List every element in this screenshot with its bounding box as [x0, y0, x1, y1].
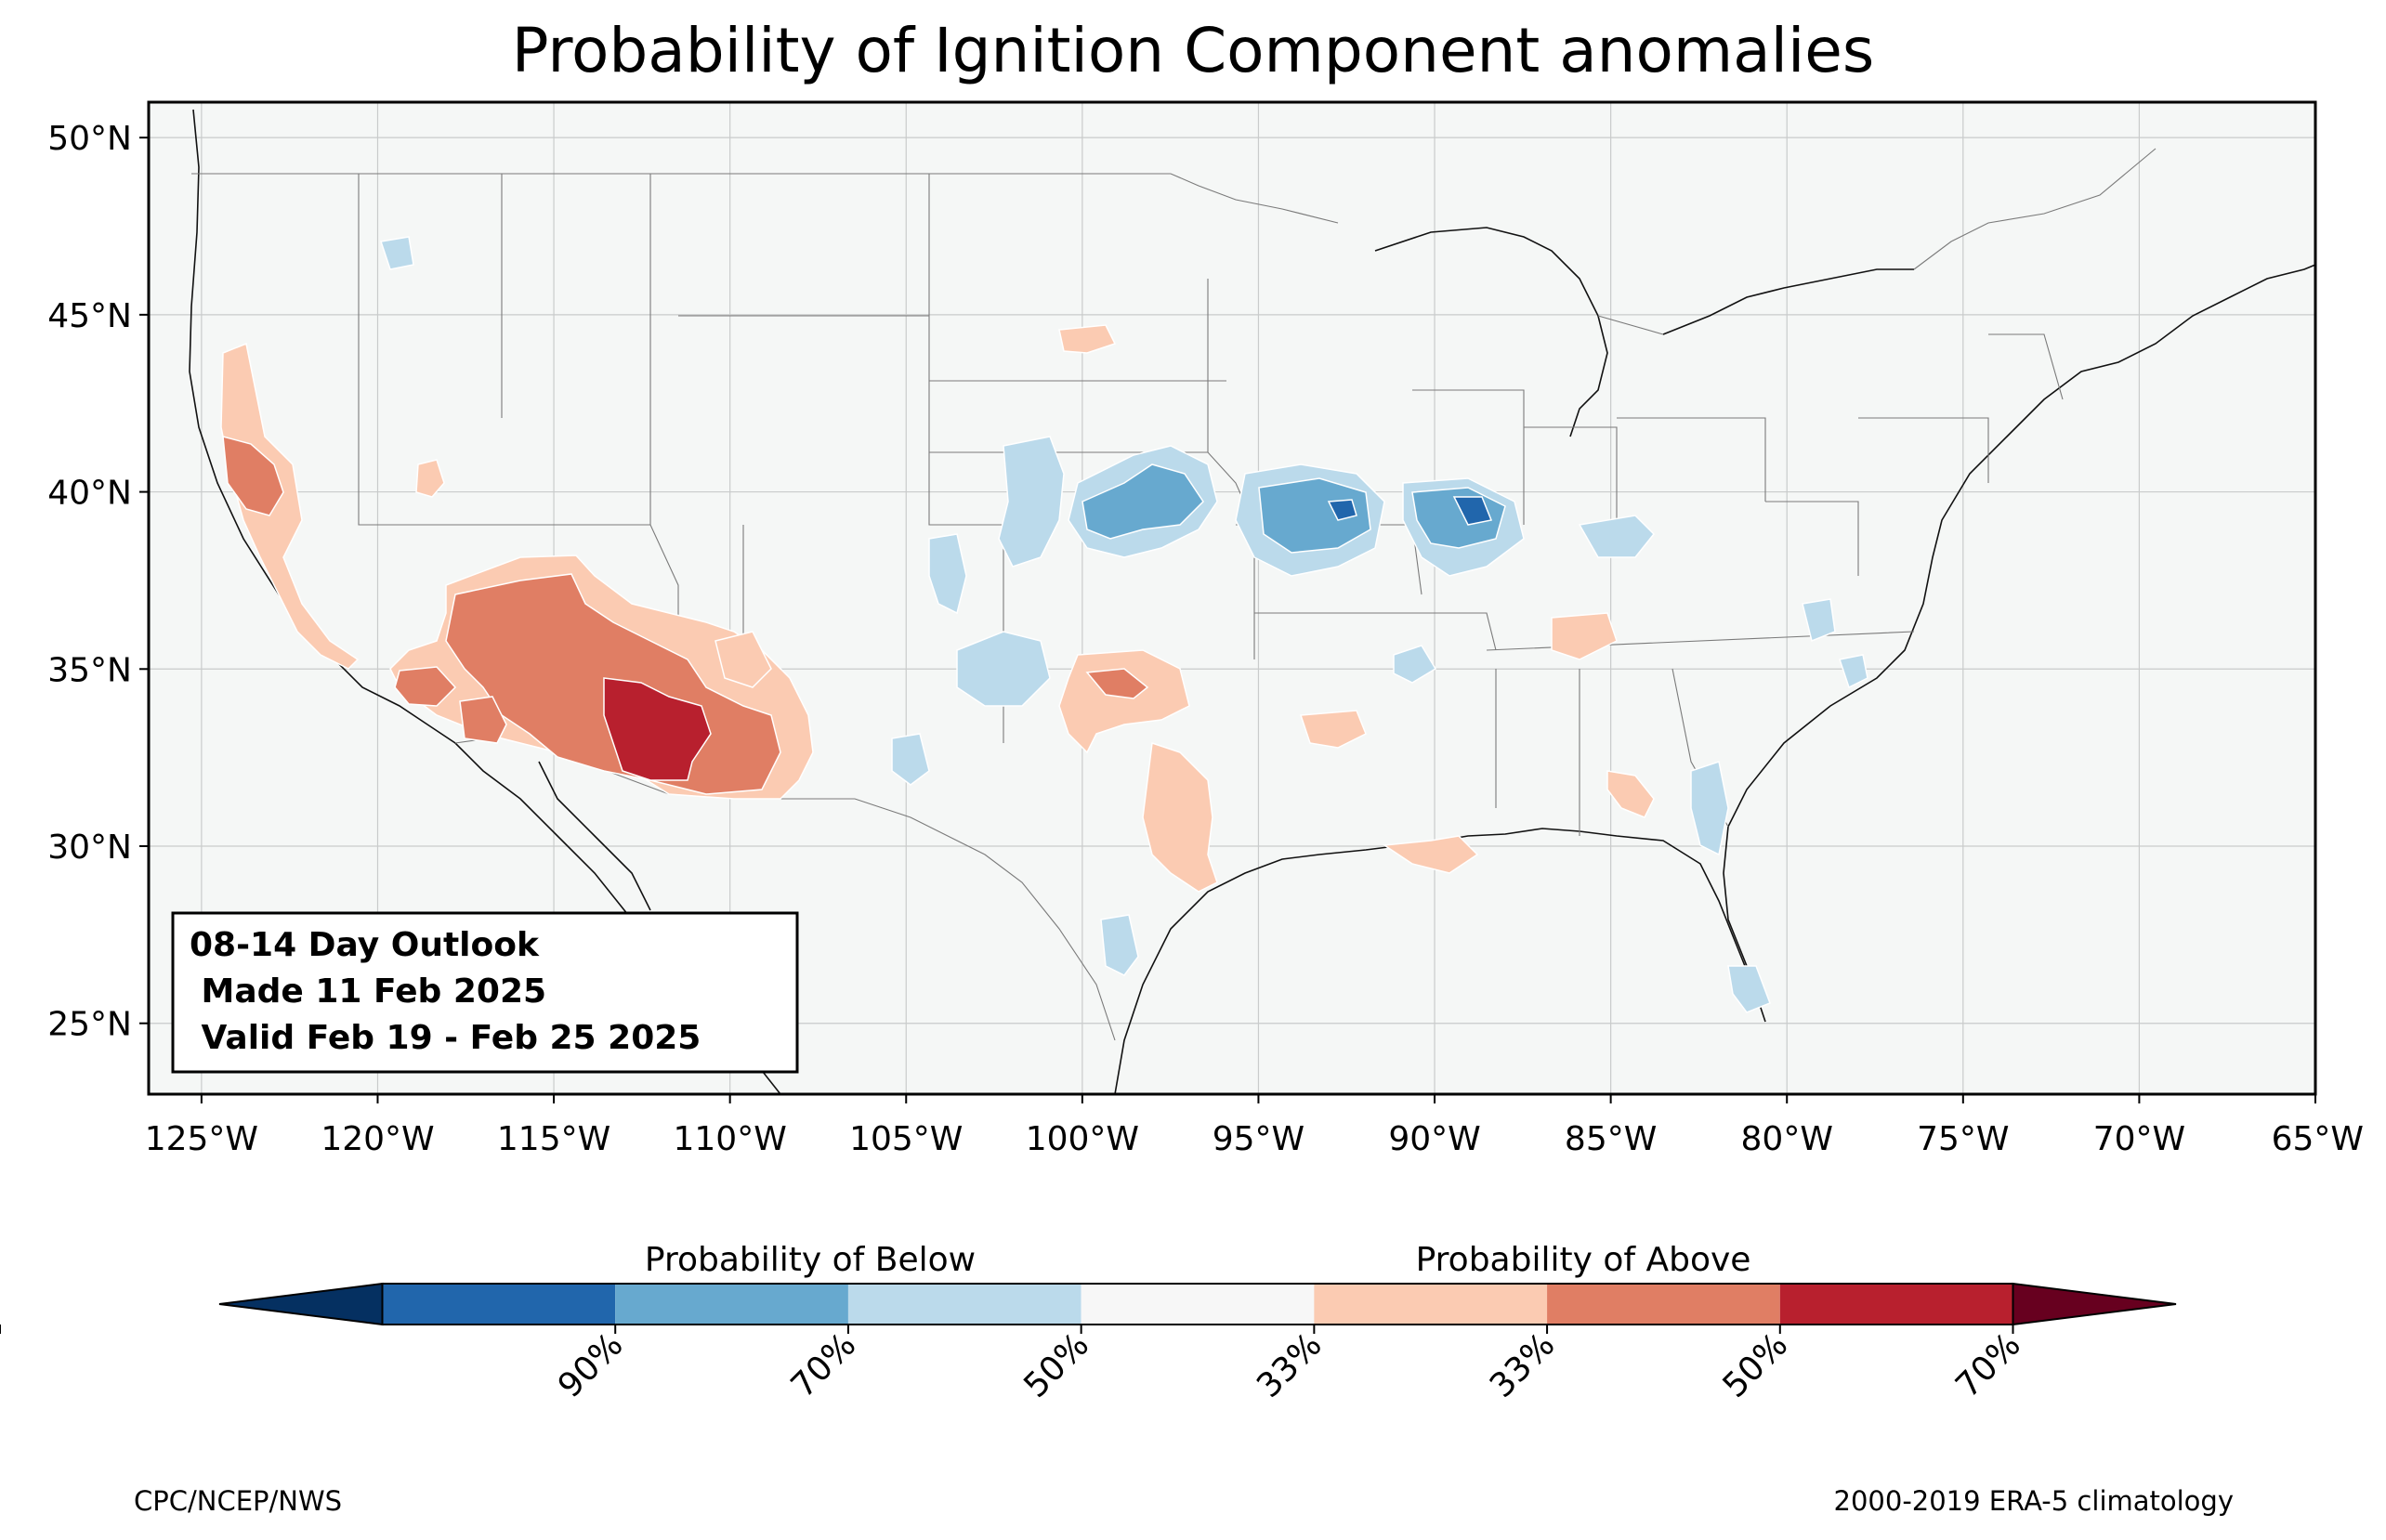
above-70-arizona	[603, 677, 712, 781]
below-33-texas-south	[1100, 914, 1139, 976]
below-33-florida	[1727, 965, 1771, 1013]
below-70-illinois	[1452, 496, 1493, 526]
below-33-georgia-east	[1690, 761, 1729, 856]
lon-tick-label: 90°W	[1388, 1120, 1480, 1158]
us-canada-border	[191, 148, 2157, 335]
lon-tick-label: 85°W	[1565, 1120, 1657, 1158]
probability-shading	[220, 236, 1868, 1013]
colorbar-arrow-high	[2012, 1282, 2177, 1326]
colorbar-arrow-low	[218, 1282, 384, 1326]
colorbar-swatch	[847, 1284, 1082, 1325]
colorbar-swatch	[382, 1284, 616, 1325]
info-line-2: Made 11 Feb 2025	[190, 972, 546, 1011]
gulf-coastline	[1114, 826, 1766, 1094]
colorbar-swatch	[1314, 1284, 1548, 1325]
great-lakes	[1374, 227, 1914, 437]
above-33-iowa-north	[1058, 324, 1117, 354]
map-title: Probability of Ignition Component anomal…	[512, 15, 1875, 86]
above-33-nm-patch	[714, 631, 772, 688]
lon-tick-label: 95°W	[1213, 1120, 1304, 1158]
above-50-nevada-patch	[394, 666, 457, 707]
colorbar-swatch	[615, 1284, 848, 1325]
above-33-idaho	[415, 459, 445, 498]
colorbar-swatches	[218, 1282, 2177, 1326]
colorbar-tick-label: 90%	[551, 1325, 631, 1405]
below-33-nm-east	[956, 631, 1051, 707]
colorbar-tick-label: 70%	[1948, 1325, 2028, 1405]
lon-tick-label: 70°W	[2093, 1120, 2185, 1158]
above-33-louisiana	[1382, 835, 1479, 874]
lon-tick-label: 80°W	[1741, 1120, 1833, 1158]
lon-tick-label: 100°W	[1026, 1120, 1139, 1158]
info-line-1: 08-14 Day Outlook	[190, 926, 540, 964]
footer-climatology: 2000-2019 ERA-5 climatology	[1834, 1485, 2234, 1517]
colorbar-below-label: Probability of Below	[645, 1241, 976, 1279]
lat-tick-label: 35°N	[47, 651, 132, 689]
lon-tick-label: 125°W	[145, 1120, 258, 1158]
below-70-missouri	[1327, 499, 1357, 521]
colorbar-outline	[381, 1283, 2014, 1325]
above-33-california	[220, 342, 360, 670]
below-33-oregon	[380, 236, 414, 270]
lat-tick-label: 30°N	[47, 829, 132, 867]
outlook-info-box: 08-14 Day Outlook Made 11 Feb 2025 Valid…	[171, 911, 799, 1074]
map-panel: 50°N 45°N 40°N 35°N 30°N 25°N 125°W 120°W 115°W…	[47, 100, 2364, 1158]
colorbar-swatch	[1547, 1284, 1780, 1325]
colorbar-tick-label: 50%	[1716, 1325, 1796, 1405]
lon-tick-label: 120°W	[321, 1120, 434, 1158]
lon-tick-label: 75°W	[1917, 1120, 2009, 1158]
colorbar-swatch	[1081, 1284, 1315, 1325]
above-33-georgia	[1606, 770, 1655, 818]
colorbar-tick-label: 33%	[1483, 1325, 1563, 1405]
colorbar-above-label: Probability of Above	[1416, 1241, 1751, 1279]
below-50-nebraska-iowa	[1082, 463, 1204, 540]
below-50-missouri	[1258, 477, 1371, 554]
colorbar-tick-label: 33%	[1250, 1325, 1330, 1405]
lon-tick-label: 65°W	[2272, 1120, 2364, 1158]
lat-tick-label: 25°N	[47, 1006, 132, 1044]
above-33-oklahoma	[1299, 710, 1367, 749]
graticule	[149, 102, 2315, 1094]
lat-tick-label: 50°N	[47, 120, 132, 158]
footer-source: CPC/NCEP/NWS	[134, 1485, 342, 1517]
above-50-california	[222, 435, 284, 516]
info-box-frame	[171, 911, 799, 1074]
colorbar-tick-label: 70%	[784, 1325, 864, 1405]
colorbar-swatch	[1779, 1284, 2013, 1325]
below-33-arkansas	[1393, 645, 1437, 684]
below-33-colorado	[928, 533, 967, 615]
colorbar-ticks: 90%70%50%33%33%50%70%90%	[0, 1325, 2028, 1405]
above-50-texas-panhandle	[1085, 668, 1149, 699]
below-33-carolina	[1839, 654, 1868, 689]
map-frame	[147, 100, 2317, 1096]
info-line-3: Valid Feb 19 - Feb 25 2025	[190, 1019, 701, 1057]
lon-tick-label: 115°W	[497, 1120, 610, 1158]
lon-tick-label: 105°W	[849, 1120, 963, 1158]
lat-tick-label: 45°N	[47, 297, 132, 335]
lon-tick-label: 110°W	[674, 1120, 787, 1158]
above-33-texas-central	[1142, 741, 1218, 893]
lat-ticks: 50°N 45°N 40°N 35°N 30°N 25°N	[47, 120, 149, 1044]
colorbar: Probability of Below Probability of Abov…	[0, 1241, 2177, 1405]
above-50-az-west	[459, 696, 507, 744]
below-33-virginia	[1802, 598, 1836, 643]
lat-tick-label: 40°N	[47, 475, 132, 513]
below-33-kansas	[998, 436, 1065, 568]
baja-coast	[538, 761, 651, 911]
below-33-kentucky	[1578, 515, 1656, 558]
above-33-tennessee	[1551, 612, 1618, 660]
below-33-nm-south	[891, 733, 930, 786]
lon-ticks: 125°W 120°W 115°W 110°W 105°W 100°W 95°W 90°W 85…	[145, 1094, 2364, 1158]
colorbar-tick-label: 50%	[1016, 1325, 1096, 1405]
